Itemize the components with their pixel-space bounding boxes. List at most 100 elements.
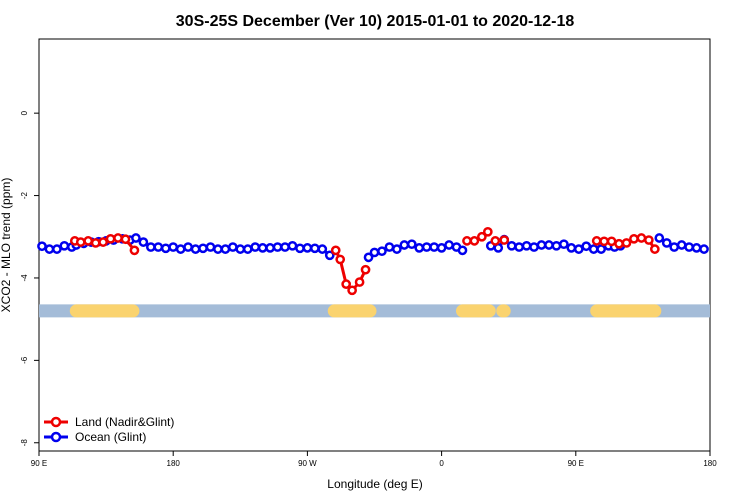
- data-point: [614, 238, 624, 249]
- data-point: [384, 242, 395, 252]
- data-point: [649, 244, 660, 254]
- data-point: [566, 243, 577, 253]
- data-point: [392, 244, 402, 254]
- data-point: [573, 244, 584, 254]
- data-point: [335, 254, 346, 265]
- data-point: [330, 245, 341, 256]
- x-tick-label: 0: [439, 459, 444, 468]
- data-point: [168, 242, 179, 252]
- data-point: [153, 242, 164, 252]
- data-point: [506, 240, 517, 251]
- data-point: [676, 240, 687, 250]
- data-point: [138, 237, 149, 247]
- legend-label: Land (Nadir&Glint): [75, 415, 174, 429]
- data-point: [317, 244, 328, 254]
- data-point: [235, 244, 246, 254]
- data-point: [213, 244, 223, 254]
- data-point: [198, 243, 208, 254]
- series-layer: [37, 226, 709, 296]
- data-point: [310, 243, 320, 254]
- data-point: [490, 236, 501, 246]
- data-point: [629, 233, 639, 244]
- data-point: [280, 242, 290, 252]
- legend: Land (Nadir&Glint)Ocean (Glint): [44, 415, 174, 444]
- legend-marker: [50, 431, 62, 443]
- data-point: [242, 244, 253, 254]
- data-point: [377, 246, 387, 257]
- data-point: [145, 242, 156, 252]
- data-point: [551, 240, 562, 251]
- data-point: [75, 237, 86, 247]
- data-point: [596, 244, 606, 254]
- data-point: [669, 242, 680, 252]
- data-point: [529, 242, 539, 252]
- data-point: [544, 240, 554, 250]
- data-point: [621, 238, 632, 248]
- y-tick-label: -6: [20, 356, 29, 364]
- data-point: [457, 245, 468, 256]
- data-point: [654, 233, 665, 243]
- data-point: [636, 233, 647, 243]
- data-point: [227, 242, 238, 252]
- x-tick-label: 90 E: [568, 459, 584, 468]
- data-point: [444, 240, 454, 250]
- data-point: [83, 236, 94, 246]
- data-point: [250, 242, 261, 252]
- data-point: [482, 226, 493, 237]
- data-point: [436, 243, 447, 253]
- data-point: [462, 236, 472, 246]
- data-point: [581, 241, 592, 252]
- data-point: [90, 238, 101, 248]
- data-point: [341, 279, 352, 289]
- x-axis-label: Longitude (deg E): [327, 477, 422, 491]
- data-point: [131, 233, 141, 243]
- series-land: [69, 226, 660, 296]
- x-tick-label: 90 E: [31, 459, 47, 468]
- data-point: [44, 244, 55, 254]
- data-point: [477, 231, 487, 242]
- data-point: [499, 235, 510, 245]
- y-axis: 0 -2 -4 -6 -8: [20, 110, 39, 446]
- data-point: [37, 241, 47, 252]
- data-point: [588, 244, 599, 254]
- data-point: [354, 277, 365, 287]
- data-point: [421, 242, 432, 252]
- data-point: [414, 243, 425, 253]
- x-tick-label: 180: [703, 459, 717, 468]
- y-tick-label: -4: [20, 274, 29, 282]
- legend-label: Ocean (Glint): [75, 430, 146, 444]
- series-ocean: [37, 233, 709, 263]
- data-point: [272, 242, 283, 252]
- data-point: [699, 244, 709, 254]
- data-point: [591, 236, 602, 246]
- legend-marker: [50, 416, 62, 428]
- data-point: [265, 243, 275, 253]
- data-point: [120, 234, 131, 245]
- chart-title: 30S-25S December (Ver 10) 2015-01-01 to …: [176, 13, 575, 30]
- data-point: [295, 243, 305, 254]
- data-point: [644, 235, 654, 245]
- data-point: [324, 250, 335, 261]
- data-point: [536, 240, 547, 250]
- data-point: [190, 244, 201, 254]
- data-point: [606, 236, 617, 247]
- data-point: [160, 243, 171, 254]
- data-point: [52, 244, 62, 254]
- data-point: [220, 244, 231, 254]
- data-point: [599, 236, 609, 247]
- data-point: [129, 245, 140, 256]
- data-point: [469, 236, 480, 246]
- data-point: [684, 242, 694, 252]
- data-point: [175, 244, 186, 254]
- data-point: [521, 240, 532, 251]
- data-point: [360, 264, 371, 275]
- data-point: [105, 233, 116, 244]
- data-point: [559, 239, 569, 250]
- data-point: [406, 239, 417, 250]
- data-point: [514, 242, 524, 252]
- data-point: [347, 285, 357, 296]
- y-tick-label: -2: [20, 191, 29, 199]
- x-axis: 90 E 180 90 W 0 90 E 180: [31, 451, 717, 468]
- data-point: [399, 240, 410, 250]
